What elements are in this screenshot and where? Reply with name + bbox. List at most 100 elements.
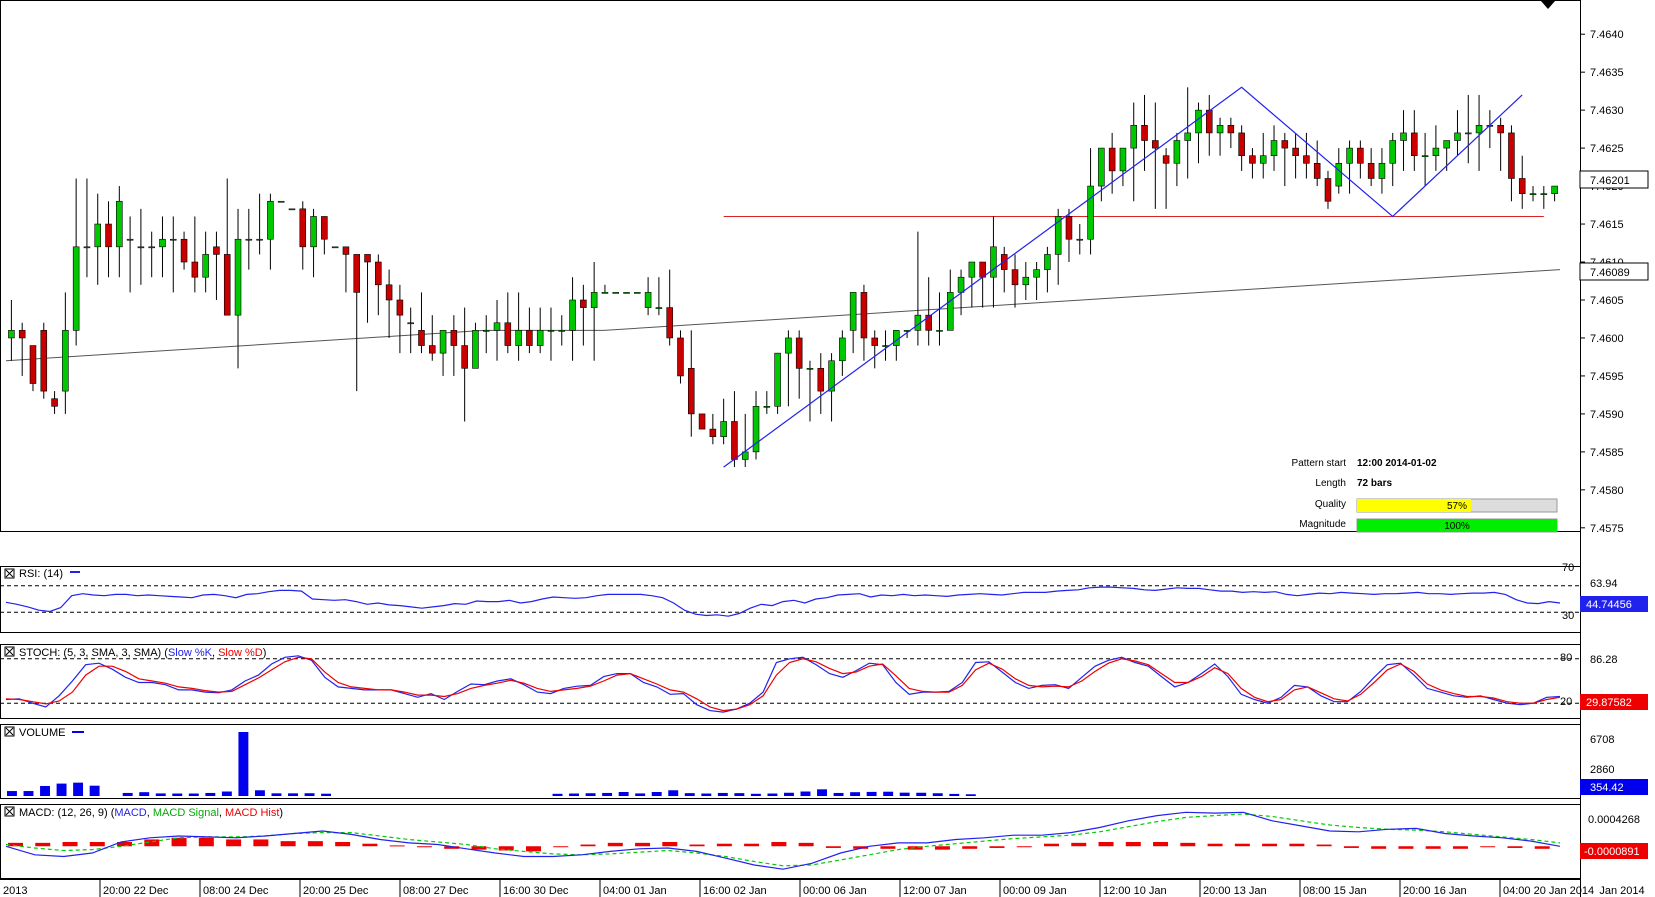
candle-body: [62, 330, 69, 392]
candle: [1400, 110, 1407, 171]
candle-body: [1076, 238, 1084, 241]
length-label: Length: [1315, 478, 1346, 489]
candle: [558, 315, 566, 346]
svg-text:VOLUME: VOLUME: [19, 727, 65, 739]
stoch-panel: [0, 655, 1580, 713]
candle: [936, 292, 943, 346]
candle: [1238, 125, 1245, 171]
volume-bar: [817, 789, 827, 796]
magnitude-label: Magnitude: [1299, 519, 1346, 530]
candle: [1259, 132, 1267, 179]
candle-body: [493, 322, 501, 331]
stoch-level-low: 20: [1560, 696, 1572, 708]
candle-body: [407, 322, 414, 325]
price-tick-label: 7.4585: [1590, 447, 1624, 459]
candle-body: [763, 406, 771, 408]
candle-body: [1303, 155, 1310, 164]
macd-hist-bar: [1153, 842, 1169, 847]
candle-body: [1162, 155, 1170, 164]
candle-body: [288, 208, 296, 211]
candle-body: [202, 254, 209, 278]
candle: [310, 208, 317, 278]
macd-hist-bar: [362, 843, 378, 847]
candle-body: [990, 246, 997, 278]
macd-hist-bar: [989, 846, 1005, 848]
candle-body: [515, 330, 522, 346]
candle-body: [51, 398, 58, 407]
pattern-start-value: 12:00 2014-01-02: [1357, 458, 1437, 469]
time-tick-label: 04:00 01 Jan: [603, 885, 667, 897]
candle-body: [1540, 193, 1548, 195]
time-tick-label: 20:00 16 Jan: [1403, 885, 1467, 897]
candle-body: [29, 345, 37, 384]
candle-body: [1465, 132, 1472, 135]
candle-body: [1518, 178, 1526, 194]
candle: [817, 353, 825, 414]
time-tick-label: 08:00 24 Dec: [203, 885, 269, 897]
time-tick-label: 04:00 20 Jan 2014: [1503, 885, 1594, 897]
volume-bar: [23, 791, 34, 796]
macd-hist-bar: [744, 843, 760, 847]
candle-body: [1335, 162, 1343, 187]
stoch-k-line: [5, 655, 1561, 713]
macd-hist-bar: [498, 846, 514, 851]
macd-hist-bar: [280, 841, 296, 847]
macd-hist-bar: [880, 846, 896, 849]
macd-hist-bar: [471, 846, 487, 850]
candle-body: [1367, 162, 1375, 179]
candle-body: [1054, 216, 1062, 255]
macd-hist-bar: [307, 841, 323, 847]
candle: [256, 193, 263, 255]
candle-body: [418, 330, 425, 346]
dropdown-arrow-icon[interactable]: [1541, 1, 1555, 9]
candle: [590, 262, 598, 361]
candle-body: [331, 246, 339, 249]
candle: [1087, 148, 1094, 255]
candle: [493, 299, 501, 361]
macd-hist-bar: [1180, 842, 1196, 847]
candle: [1022, 262, 1030, 300]
volume-bar: [254, 790, 265, 796]
candle: [353, 254, 360, 392]
time-tick-label: 00:00 09 Jan: [1003, 885, 1067, 897]
candle-body: [1454, 132, 1461, 141]
volume-bar: [949, 793, 960, 796]
candle-body: [1346, 147, 1353, 164]
candle: [1065, 208, 1073, 263]
macd-hist-bar: [117, 842, 133, 847]
candle: [1249, 148, 1256, 179]
candle: [450, 315, 458, 376]
candle-body: [1108, 147, 1116, 172]
candles: [8, 87, 1558, 468]
candle: [72, 178, 80, 346]
candle: [29, 345, 37, 392]
candle-body: [1357, 147, 1364, 164]
candle-body: [1119, 147, 1127, 172]
candle-body: [526, 330, 533, 346]
candle-body: [353, 254, 360, 293]
candle: [839, 330, 846, 376]
volume-panel-frame: [0, 724, 1581, 799]
candle-body: [1400, 132, 1407, 141]
candle: [914, 231, 922, 346]
candle-body: [1216, 125, 1224, 134]
macd-hist-bar: [1098, 842, 1114, 847]
macd-hist-bar: [62, 842, 78, 847]
volume-title: VOLUME: [4, 726, 84, 739]
candle-body: [1011, 269, 1019, 286]
candle-body: [1281, 140, 1289, 149]
macd-hist-bar: [607, 842, 623, 847]
macd-hist-bar: [416, 846, 432, 848]
candle-body: [1044, 254, 1051, 270]
candle: [612, 292, 619, 294]
candle-body: [267, 200, 274, 240]
candle: [1486, 110, 1494, 149]
candle: [8, 299, 15, 361]
candle: [180, 231, 188, 270]
candle: [1454, 110, 1461, 156]
time-tick-label: 08:00 15 Jan: [1303, 885, 1367, 897]
volume-bar: [7, 791, 17, 796]
candle-body: [644, 292, 652, 308]
volume-bar: [602, 792, 613, 796]
